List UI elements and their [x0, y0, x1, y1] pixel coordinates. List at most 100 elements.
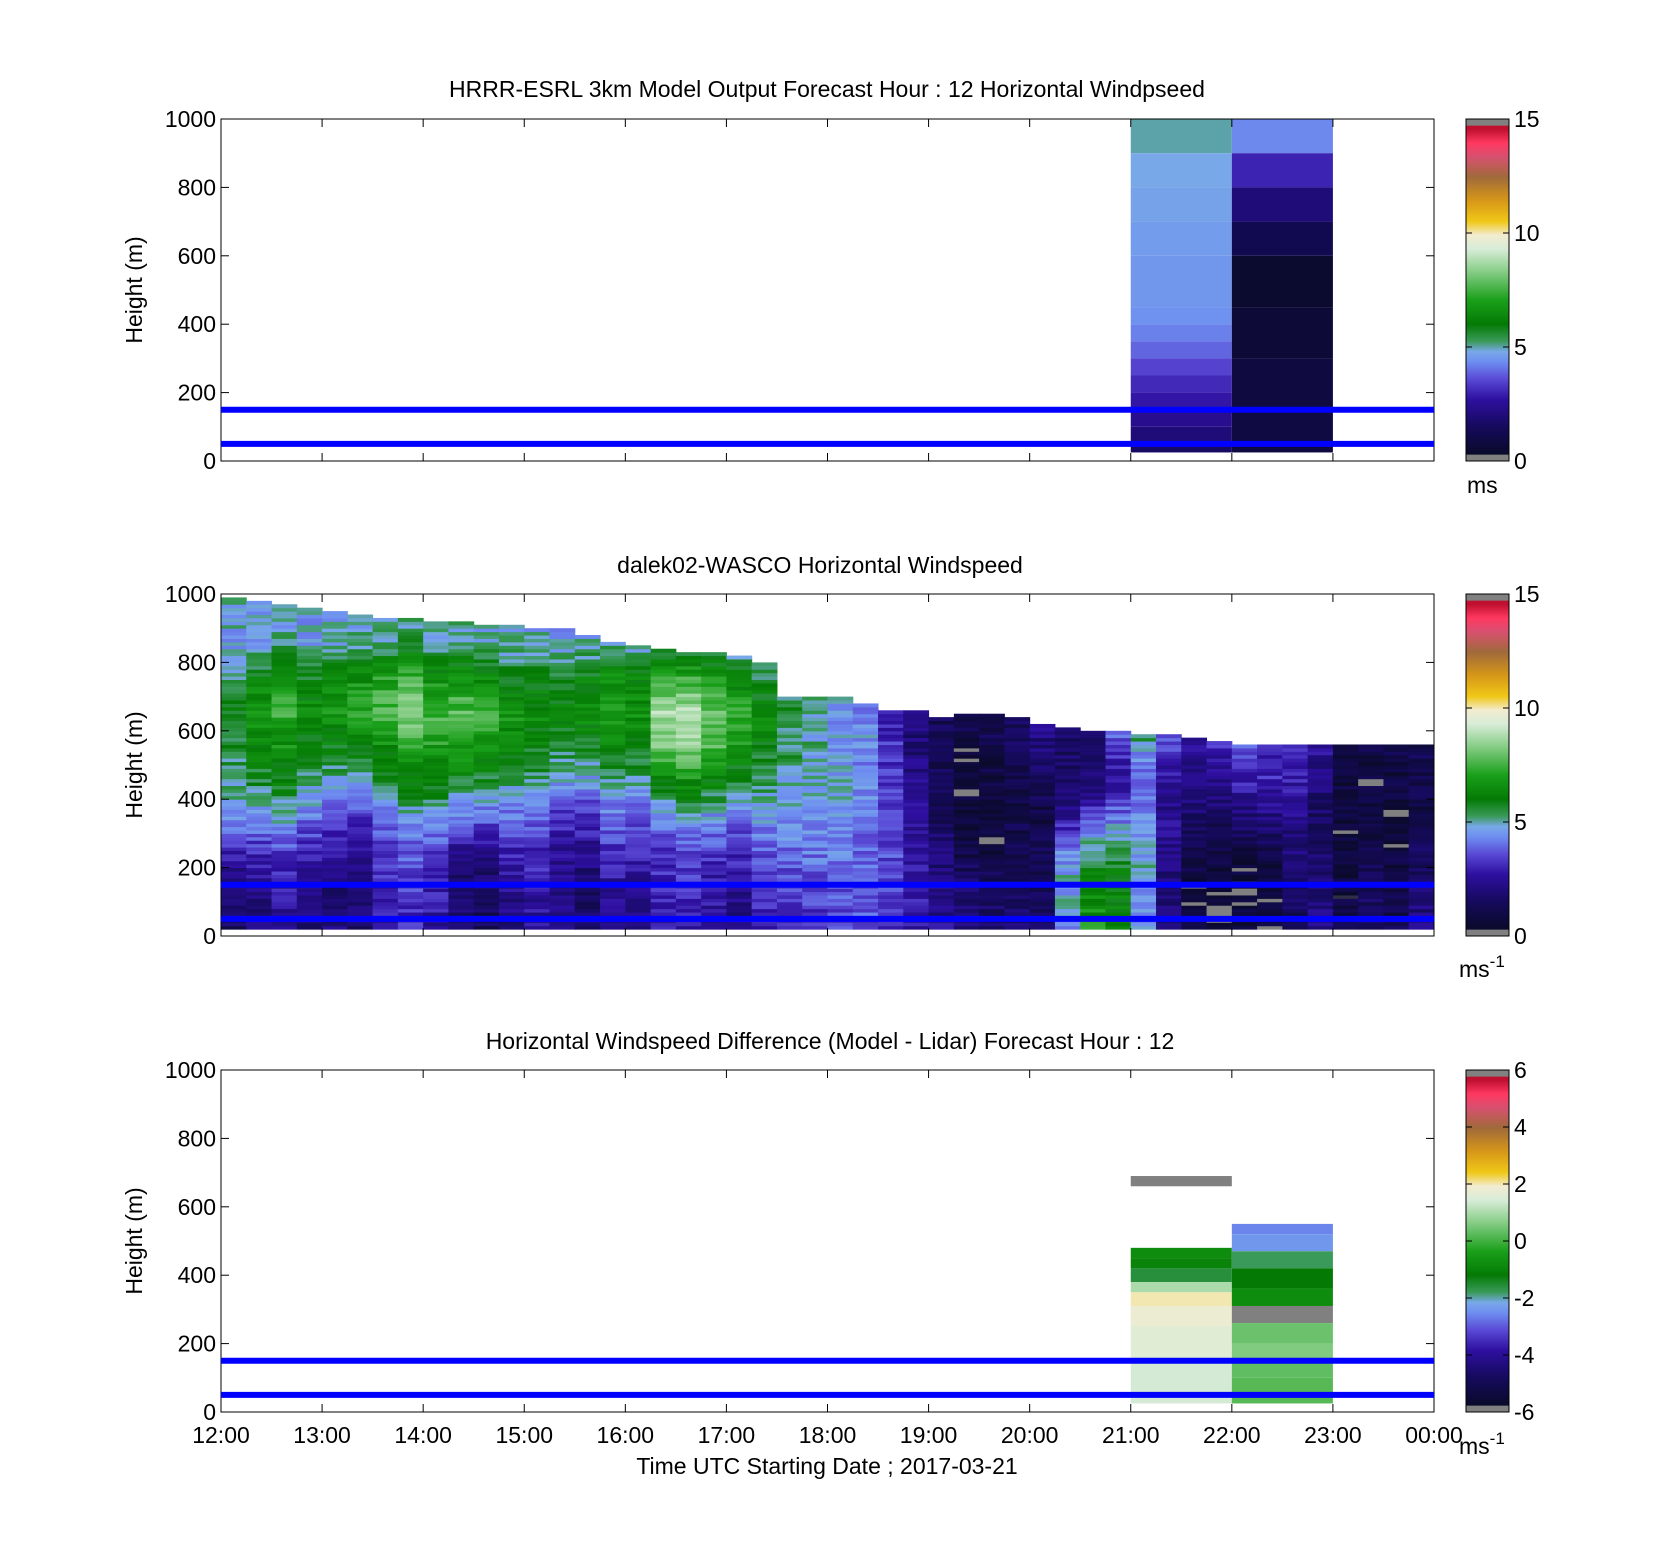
- heatmap-cell: [1206, 778, 1233, 783]
- heatmap-cell: [928, 833, 955, 838]
- heatmap-cell: [322, 799, 348, 804]
- heatmap-cell: [751, 706, 778, 711]
- heatmap-cell: [473, 888, 500, 893]
- heatmap-cell: [776, 696, 803, 701]
- heatmap-cell: [953, 819, 980, 824]
- heatmap-cell: [1282, 799, 1309, 804]
- heatmap-cell: [776, 908, 803, 913]
- heatmap-cell: [221, 689, 247, 694]
- heatmap-cell: [600, 645, 626, 650]
- heatmap-cell: [1282, 908, 1309, 913]
- heatmap-cell: [1383, 816, 1410, 821]
- heatmap-cell: [296, 809, 323, 814]
- heatmap-cell: [347, 894, 374, 899]
- heatmap-cell: [928, 795, 955, 800]
- heatmap-cell: [1282, 925, 1309, 930]
- heatmap-cell: [498, 792, 525, 797]
- heatmap-cell: [1004, 847, 1031, 851]
- heatmap-cell: [878, 894, 904, 899]
- heatmap-cell: [979, 891, 1005, 896]
- colorbar-tick-label: -2: [1514, 1285, 1534, 1311]
- heatmap-cell: [1029, 843, 1056, 848]
- heatmap-cell: [852, 922, 879, 927]
- heatmap-cell: [675, 836, 702, 841]
- heatmap-cell: [701, 744, 727, 749]
- heatmap-cell: [1105, 833, 1132, 838]
- heatmap-cell: [296, 782, 323, 787]
- heatmap-cell: [852, 901, 879, 906]
- heatmap-cell: [524, 758, 551, 763]
- heatmap-cell: [221, 843, 247, 848]
- heatmap-cell: [751, 727, 778, 732]
- heatmap-cell: [1080, 744, 1106, 749]
- heatmap-cell: [726, 761, 753, 766]
- heatmap-cell: [549, 658, 576, 663]
- heatmap-cell: [726, 706, 753, 711]
- heatmap-cell: [1105, 765, 1132, 769]
- heatmap-cell: [322, 717, 348, 722]
- heatmap-cell: [928, 836, 955, 841]
- heatmap-cell: [852, 802, 879, 807]
- heatmap-cell: [1206, 812, 1233, 817]
- heatmap-cell: [372, 730, 399, 735]
- heatmap-cell: [776, 771, 803, 776]
- heatmap-cell: [322, 700, 348, 704]
- heatmap-cell: [675, 908, 702, 913]
- heatmap-cell: [246, 795, 273, 800]
- panel-diff: Horizontal Windspeed Difference (Model -…: [121, 1028, 1535, 1459]
- heatmap-cell: [751, 912, 778, 916]
- heatmap-cell: [574, 662, 601, 667]
- heatmap-cell: [1105, 768, 1132, 773]
- heatmap-cell: [1105, 747, 1132, 752]
- y-tick-label: 1000: [165, 106, 216, 132]
- heatmap-cell: [726, 775, 753, 780]
- heatmap-cell: [928, 788, 955, 793]
- heatmap-cell: [600, 758, 626, 763]
- heatmap-cell: [1130, 765, 1157, 769]
- heatmap-cell: [498, 741, 525, 745]
- heatmap-cell: [221, 877, 247, 882]
- heatmap-cell: [498, 723, 525, 728]
- heatmap-cell: [549, 860, 576, 865]
- heatmap-cell: [1105, 812, 1132, 817]
- heatmap-cell: [1282, 843, 1309, 848]
- heatmap-cell: [751, 874, 778, 879]
- heatmap-cell: [1282, 778, 1309, 783]
- heatmap-cell: [246, 843, 273, 848]
- heatmap-cell: [1307, 758, 1334, 763]
- heatmap-cell: [347, 703, 374, 708]
- heatmap-cell: [574, 648, 601, 653]
- heatmap-cell: [1130, 891, 1157, 896]
- heatmap-cell: [524, 891, 551, 896]
- heatmap-cell: [600, 737, 626, 742]
- y-tick-label: 400: [178, 311, 216, 337]
- heatmap-cell: [1105, 816, 1132, 821]
- heatmap-cell: [1257, 833, 1283, 838]
- heatmap-cell: [979, 823, 1005, 828]
- heatmap-cell: [675, 888, 702, 893]
- heatmap-cell: [675, 809, 702, 814]
- heatmap-cell: [726, 860, 753, 865]
- heatmap-cell: [1156, 867, 1182, 872]
- heatmap-cell: [1054, 843, 1081, 848]
- heatmap-cell: [524, 744, 551, 749]
- heatmap-cell: [701, 795, 727, 800]
- heatmap-cell: [1054, 836, 1081, 841]
- heatmap-cell: [1004, 795, 1031, 800]
- heatmap-cell: [751, 812, 778, 817]
- heatmap-cell: [675, 747, 702, 752]
- heatmap-cell: [221, 713, 247, 718]
- heatmap-cell: [423, 652, 449, 657]
- heatmap-cell: [448, 888, 475, 893]
- heatmap-cell: [448, 679, 475, 684]
- heatmap-cell: [448, 696, 475, 701]
- heatmap-cell: [878, 898, 904, 903]
- heatmap-cell: [1332, 874, 1359, 879]
- heatmap-cell: [271, 867, 298, 872]
- heatmap-cell: [372, 905, 399, 910]
- heatmap-cell: [1332, 857, 1359, 862]
- heatmap-cell: [574, 734, 601, 739]
- heatmap-cell: [448, 829, 475, 834]
- heatmap-cell: [322, 843, 348, 848]
- heatmap-cell: [221, 655, 247, 660]
